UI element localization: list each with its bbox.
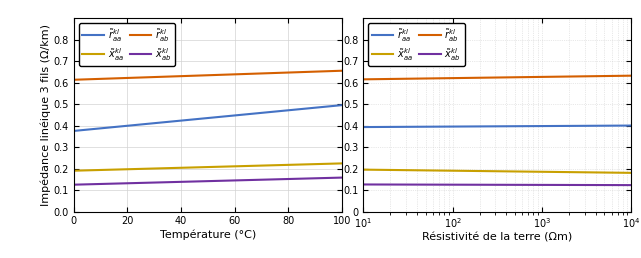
Y-axis label: Impédance linéique 3 fils (Ω/km): Impédance linéique 3 fils (Ω/km): [40, 24, 51, 206]
X-axis label: Résistivité de la terre (Ωm): Résistivité de la terre (Ωm): [422, 233, 572, 243]
Legend: $\tilde{r}^{kl}_{aa}$, $\tilde{x}^{kl}_{aa}$, $\tilde{r}^{kl}_{ab}$, $\tilde{x}^: $\tilde{r}^{kl}_{aa}$, $\tilde{x}^{kl}_{…: [79, 23, 175, 66]
X-axis label: Température (°C): Température (°C): [160, 229, 256, 240]
Legend: $\tilde{r}^{kl}_{aa}$, $\tilde{x}^{kl}_{aa}$, $\tilde{r}^{kl}_{ab}$, $\tilde{x}^: $\tilde{r}^{kl}_{aa}$, $\tilde{x}^{kl}_{…: [368, 23, 465, 66]
